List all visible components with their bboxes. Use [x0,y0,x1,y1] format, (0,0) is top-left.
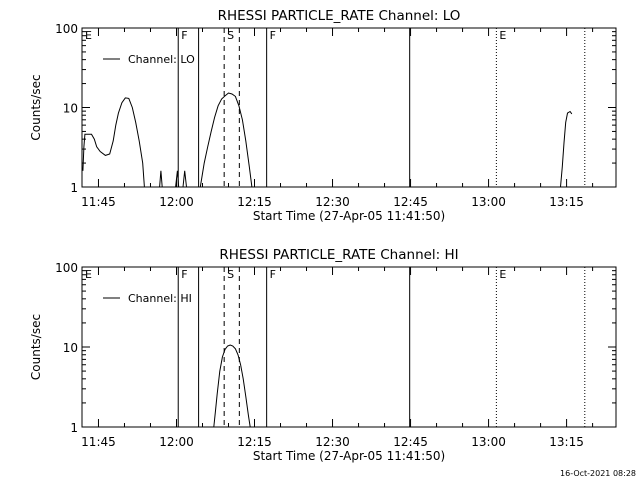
x-tick-label: 12:45 [393,435,428,449]
y-tick-label: 10 [63,102,78,116]
event-marker-label: E [85,268,92,281]
y-tick-label: 100 [55,261,78,275]
event-marker-label: E [499,268,506,281]
legend-label: Channel: LO [128,53,195,66]
series-line-segment [82,97,145,188]
x-tick-label: 13:00 [471,435,506,449]
y-tick-label: 100 [55,22,78,36]
event-marker-label: S [227,268,234,281]
y-axis-label: Counts/sec [29,74,43,140]
series-line-segment [175,170,180,188]
series-line-segment [159,170,163,188]
x-tick-label: 12:45 [393,195,428,209]
plot-frame [81,266,617,428]
x-tick-label: 12:00 [159,195,194,209]
chart-panel-lo: RHESSI PARTICLE_RATE Channel: LO 1 10 100 Co… [29,8,617,223]
x-tick-label: 12:15 [237,195,272,209]
x-tick-label: 11:45 [81,435,116,449]
event-marker-label: E [499,29,506,42]
x-tick-label: 12:15 [237,435,272,449]
legend-label: Channel: HI [128,292,192,305]
x-tick-label: 13:15 [549,195,584,209]
x-tick-label: 12:00 [159,435,194,449]
chart-panel-hi: RHESSI PARTICLE_RATE Channel: HI 1 10 100 Co… [29,247,617,463]
event-marker-label: F [181,29,187,42]
series-line-segment [213,344,251,428]
y-tick-label: 1 [70,421,78,435]
y-tick-label: 1 [70,181,78,195]
x-axis-label: Start Time (27-Apr-05 11:41:50) [253,449,445,463]
y-tick-label: 10 [63,341,78,355]
x-tick-label: 13:00 [471,195,506,209]
x-tick-label: 13:15 [549,435,584,449]
plot-frame [81,27,617,188]
series-line-segment [182,170,187,188]
chart-title: RHESSI PARTICLE_RATE Channel: HI [219,247,458,263]
event-marker-label: F [270,268,276,281]
x-tick-label: 12:30 [315,195,350,209]
x-tick-label: 12:30 [315,435,350,449]
chart-title: RHESSI PARTICLE_RATE Channel: LO [218,8,461,24]
series-line-segment [560,110,573,188]
x-axis-label: Start Time (27-Apr-05 11:41:50) [253,209,445,223]
event-marker-label: F [270,29,276,42]
event-marker-label: S [227,29,234,42]
event-marker-label: F [181,268,187,281]
generation-timestamp: 16-Oct-2021 08:28 [560,469,636,478]
y-axis-label: Counts/sec [29,314,43,380]
x-tick-label: 11:45 [81,195,116,209]
series-line-segment [199,92,253,188]
event-marker-label: E [85,29,92,42]
